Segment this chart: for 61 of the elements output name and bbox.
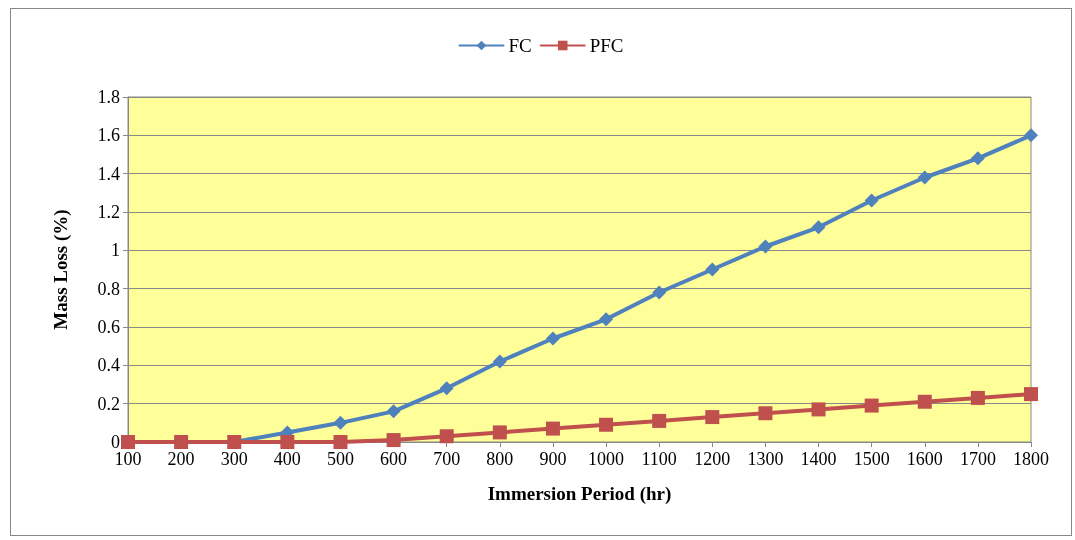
x-tick-label: 1400 (800, 449, 837, 469)
point (439, 429, 454, 444)
point (864, 193, 879, 208)
x-tick-label: 1300 (747, 449, 784, 469)
point (705, 262, 720, 277)
y-tick-label: 1 (111, 240, 120, 261)
x-tick-label: 700 (433, 449, 461, 469)
point (758, 239, 773, 254)
point (545, 331, 560, 346)
point (864, 398, 879, 413)
x-tick-label: 100 (114, 449, 142, 469)
x-tick-label: 600 (380, 449, 408, 469)
point (970, 390, 985, 405)
point (917, 394, 932, 409)
point (705, 410, 720, 425)
y-tick-label: 0.6 (97, 317, 120, 337)
y-tick-label: 1.4 (97, 163, 120, 184)
x-tick-label: 900 (539, 449, 567, 469)
x-tick-label: 1100 (641, 449, 677, 469)
y-tick-label: 1.6 (97, 125, 120, 146)
point (1024, 128, 1038, 143)
y-tick-label: 0.4 (97, 355, 120, 376)
point (652, 413, 667, 428)
point (652, 285, 667, 300)
point (280, 435, 295, 449)
x-tick-label: 1700 (959, 449, 996, 469)
x-tick-label: 200 (167, 449, 195, 469)
x-tick-label: 1600 (906, 449, 943, 469)
point (970, 151, 985, 166)
x-tick-label: 400 (273, 449, 301, 469)
x-tick-label: 800 (486, 449, 514, 469)
y-tick-label: 1.2 (97, 202, 120, 222)
point (492, 354, 507, 369)
x-tick-label: 1500 (853, 449, 890, 469)
point (1024, 387, 1038, 402)
point (386, 433, 401, 448)
point (439, 381, 454, 396)
y-tick-label: 1.8 (97, 87, 120, 107)
legend-label: PFC (589, 35, 624, 56)
point (545, 421, 560, 436)
point (492, 425, 507, 440)
x-tick-label: 1800 (1013, 449, 1049, 469)
y-tick-label: 0.2 (97, 393, 120, 414)
point (333, 415, 348, 430)
x-tick-label: 1000 (588, 449, 625, 469)
point (599, 312, 614, 327)
y-axis-title: Mass Loss (%) (50, 209, 72, 330)
point (758, 406, 773, 421)
point (917, 170, 932, 185)
point (811, 220, 826, 235)
x-tick-label: 500 (326, 449, 354, 469)
y-tick-label: 0 (111, 432, 120, 452)
point (811, 402, 826, 417)
legend-label: FC (508, 35, 532, 56)
point (386, 404, 401, 419)
point (333, 435, 348, 449)
x-tick-label: 300 (220, 449, 248, 469)
y-tick-label: 0.8 (97, 278, 120, 299)
x-axis-title: Immersion Period (hr) (487, 483, 672, 505)
point (599, 417, 614, 432)
x-tick-label: 1200 (694, 449, 731, 469)
